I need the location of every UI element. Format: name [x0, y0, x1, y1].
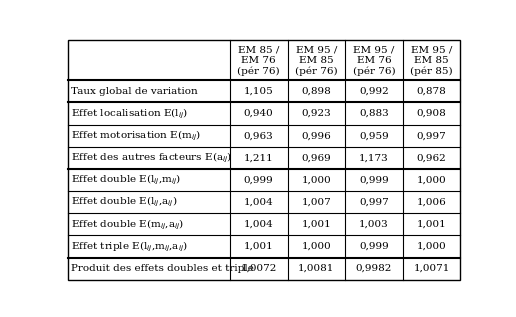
- Text: EM 95 /
EM 85
(pér 85): EM 95 / EM 85 (pér 85): [410, 45, 453, 76]
- Text: Effet des autres facteurs E(a$_{ij}$): Effet des autres facteurs E(a$_{ij}$): [71, 151, 232, 165]
- Text: 0,999: 0,999: [359, 176, 389, 184]
- Text: 0,962: 0,962: [417, 153, 446, 162]
- Text: 0,996: 0,996: [301, 131, 331, 140]
- Text: 1,000: 1,000: [301, 242, 331, 251]
- Text: EM 95 /
EM 76
(pér 76): EM 95 / EM 76 (pér 76): [352, 45, 395, 76]
- Text: Effet localisation E(l$_{ij}$): Effet localisation E(l$_{ij}$): [71, 107, 188, 121]
- Text: Effet motorisation E(m$_{ij}$): Effet motorisation E(m$_{ij}$): [71, 128, 201, 143]
- Text: Effet triple E(l$_{ij}$,m$_{ij}$,a$_{ij}$): Effet triple E(l$_{ij}$,m$_{ij}$,a$_{ij}…: [71, 239, 188, 254]
- Text: Produit des effets doubles et triple: Produit des effets doubles et triple: [71, 264, 254, 273]
- Text: 1,000: 1,000: [417, 242, 446, 251]
- Text: EM 95 /
EM 85
(pér 76): EM 95 / EM 85 (pér 76): [295, 45, 337, 76]
- Text: 1,000: 1,000: [417, 176, 446, 184]
- Text: 1,0072: 1,0072: [240, 264, 277, 273]
- Text: Taux global de variation: Taux global de variation: [71, 87, 198, 96]
- Text: 0,999: 0,999: [359, 242, 389, 251]
- Text: 0,9982: 0,9982: [356, 264, 392, 273]
- Text: 0,999: 0,999: [244, 176, 273, 184]
- Text: 0,963: 0,963: [244, 131, 273, 140]
- Text: Effet double E(l$_{ij}$,m$_{ij}$): Effet double E(l$_{ij}$,m$_{ij}$): [71, 173, 182, 187]
- Text: Effet double E(m$_{ij}$,a$_{ij}$): Effet double E(m$_{ij}$,a$_{ij}$): [71, 217, 184, 231]
- Text: 1,001: 1,001: [417, 220, 446, 229]
- Text: 1,007: 1,007: [301, 198, 331, 207]
- Text: 0,878: 0,878: [417, 87, 446, 96]
- Text: 1,105: 1,105: [244, 87, 273, 96]
- Text: 0,908: 0,908: [417, 109, 446, 118]
- Text: 1,003: 1,003: [359, 220, 389, 229]
- Text: 0,940: 0,940: [244, 109, 273, 118]
- Text: 0,992: 0,992: [359, 87, 389, 96]
- Text: 0,997: 0,997: [417, 131, 446, 140]
- Text: 1,211: 1,211: [244, 153, 273, 162]
- Text: 0,883: 0,883: [359, 109, 389, 118]
- Text: 1,004: 1,004: [244, 198, 273, 207]
- Text: 1,0071: 1,0071: [413, 264, 450, 273]
- Text: 0,898: 0,898: [301, 87, 331, 96]
- Text: 0,969: 0,969: [301, 153, 331, 162]
- Text: 1,000: 1,000: [301, 176, 331, 184]
- Text: 1,173: 1,173: [359, 153, 389, 162]
- Text: 1,0081: 1,0081: [298, 264, 334, 273]
- Text: 1,004: 1,004: [244, 220, 273, 229]
- Text: 1,001: 1,001: [301, 220, 331, 229]
- Text: 1,001: 1,001: [244, 242, 273, 251]
- Text: 1,006: 1,006: [417, 198, 446, 207]
- Text: Effet double E(l$_{ij}$,a$_{ij}$): Effet double E(l$_{ij}$,a$_{ij}$): [71, 195, 178, 209]
- Text: EM 85 /
EM 76
(pér 76): EM 85 / EM 76 (pér 76): [237, 45, 280, 76]
- Text: 0,959: 0,959: [359, 131, 389, 140]
- Text: 0,997: 0,997: [359, 198, 389, 207]
- Text: 0,923: 0,923: [301, 109, 331, 118]
